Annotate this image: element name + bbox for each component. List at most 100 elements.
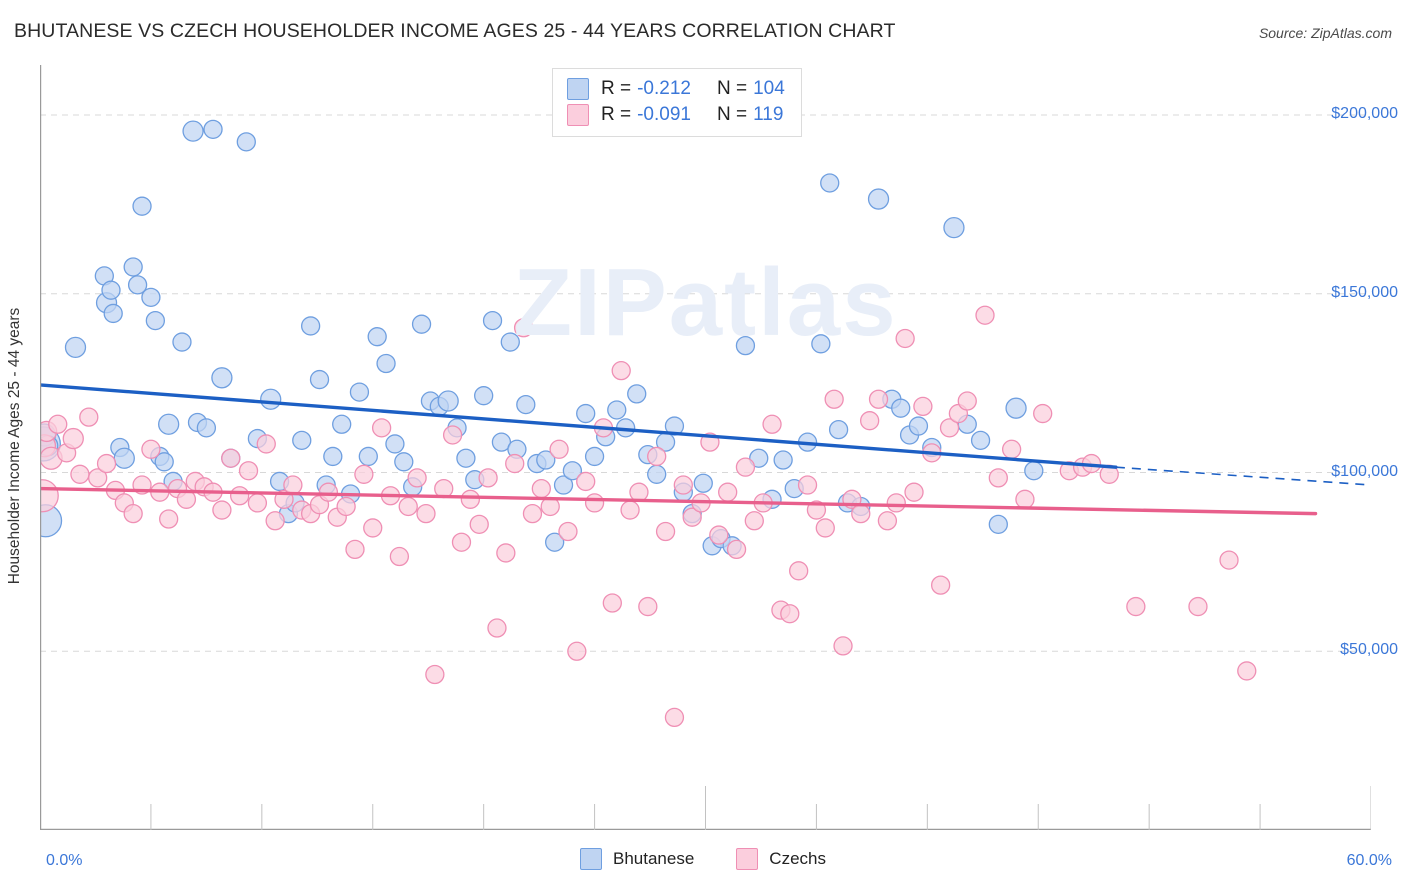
data-point[interactable] bbox=[478, 468, 498, 488]
data-point[interactable] bbox=[868, 389, 889, 409]
data-point[interactable] bbox=[975, 305, 995, 325]
data-point[interactable] bbox=[513, 318, 534, 338]
data-point[interactable] bbox=[385, 434, 405, 454]
data-point[interactable] bbox=[345, 539, 365, 560]
data-point[interactable] bbox=[88, 468, 108, 488]
data-point[interactable] bbox=[451, 532, 472, 552]
data-point[interactable] bbox=[1237, 661, 1257, 681]
data-point[interactable] bbox=[425, 664, 445, 685]
data-point[interactable] bbox=[576, 403, 596, 424]
data-point[interactable] bbox=[762, 414, 782, 434]
data-point[interactable] bbox=[196, 418, 217, 438]
data-point[interactable] bbox=[939, 418, 960, 438]
data-point[interactable] bbox=[256, 434, 276, 454]
data-point[interactable] bbox=[318, 482, 339, 502]
data-point[interactable] bbox=[407, 468, 427, 488]
data-point[interactable] bbox=[673, 475, 693, 495]
data-point[interactable] bbox=[820, 173, 840, 193]
data-point[interactable] bbox=[349, 382, 370, 402]
data-point[interactable] bbox=[474, 386, 494, 406]
legend-item-bhutanese[interactable]: Bhutanese bbox=[580, 848, 694, 870]
data-point[interactable] bbox=[300, 316, 321, 336]
data-point[interactable] bbox=[363, 518, 383, 538]
data-point[interactable] bbox=[1188, 596, 1208, 617]
data-point[interactable] bbox=[913, 396, 933, 417]
data-point[interactable] bbox=[358, 446, 378, 467]
data-point[interactable] bbox=[96, 453, 117, 474]
data-point[interactable] bbox=[437, 390, 459, 412]
data-point[interactable] bbox=[159, 509, 179, 529]
data-point[interactable] bbox=[709, 525, 729, 545]
data-point[interactable] bbox=[988, 514, 1008, 535]
data-point[interactable] bbox=[371, 418, 392, 438]
data-point[interactable] bbox=[611, 360, 631, 381]
data-point[interactable] bbox=[860, 411, 880, 431]
data-point[interactable] bbox=[620, 500, 640, 520]
data-point[interactable] bbox=[655, 521, 676, 542]
data-point[interactable] bbox=[132, 196, 152, 216]
data-point[interactable] bbox=[988, 468, 1008, 488]
data-point[interactable] bbox=[141, 287, 161, 308]
data-point[interactable] bbox=[682, 507, 702, 527]
data-point[interactable] bbox=[221, 448, 241, 468]
data-point[interactable] bbox=[749, 448, 769, 468]
data-point[interactable] bbox=[664, 707, 685, 728]
data-point[interactable] bbox=[516, 394, 536, 415]
data-point[interactable] bbox=[545, 532, 565, 552]
data-point[interactable] bbox=[460, 489, 481, 509]
data-point[interactable] bbox=[584, 493, 605, 513]
data-point[interactable] bbox=[367, 327, 387, 347]
data-point[interactable] bbox=[172, 332, 192, 352]
data-point[interactable] bbox=[558, 521, 578, 542]
data-point[interactable] bbox=[789, 561, 809, 581]
data-point[interactable] bbox=[411, 314, 432, 334]
data-point[interactable] bbox=[487, 618, 507, 638]
data-point[interactable] bbox=[904, 482, 924, 502]
data-point[interactable] bbox=[123, 503, 143, 524]
data-point[interactable] bbox=[101, 280, 121, 300]
data-point[interactable] bbox=[970, 430, 991, 451]
data-point[interactable] bbox=[103, 303, 123, 324]
data-point[interactable] bbox=[236, 132, 256, 152]
data-point[interactable] bbox=[283, 475, 303, 495]
data-point[interactable] bbox=[531, 478, 551, 499]
data-point[interactable] bbox=[154, 452, 174, 472]
data-point[interactable] bbox=[482, 310, 503, 331]
data-point[interactable] bbox=[332, 414, 352, 434]
data-point[interactable] bbox=[265, 511, 285, 531]
data-point[interactable] bbox=[182, 120, 204, 142]
data-point[interactable] bbox=[505, 453, 525, 474]
data-point[interactable] bbox=[292, 430, 312, 451]
data-point[interactable] bbox=[877, 511, 898, 531]
data-point[interactable] bbox=[602, 593, 622, 613]
data-point[interactable] bbox=[229, 486, 250, 506]
data-point[interactable] bbox=[824, 389, 844, 409]
data-point[interactable] bbox=[567, 641, 587, 661]
data-point[interactable] bbox=[145, 310, 166, 331]
data-point[interactable] bbox=[158, 413, 180, 435]
data-point[interactable] bbox=[247, 493, 268, 513]
data-point[interactable] bbox=[773, 450, 793, 470]
data-point[interactable] bbox=[469, 514, 489, 535]
data-point[interactable] bbox=[1024, 461, 1044, 481]
data-point[interactable] bbox=[1219, 550, 1239, 570]
data-point[interactable] bbox=[389, 546, 410, 567]
data-point[interactable] bbox=[957, 391, 977, 411]
data-point[interactable] bbox=[123, 257, 143, 277]
data-point[interactable] bbox=[562, 461, 583, 481]
data-point[interactable] bbox=[908, 416, 929, 436]
data-point[interactable] bbox=[113, 447, 135, 469]
data-point[interactable] bbox=[416, 503, 436, 524]
data-point[interactable] bbox=[797, 475, 818, 495]
data-point[interactable] bbox=[607, 400, 627, 420]
data-point[interactable] bbox=[323, 446, 343, 467]
data-point[interactable] bbox=[815, 518, 835, 538]
data-point[interactable] bbox=[811, 334, 831, 354]
data-point[interactable] bbox=[238, 461, 259, 481]
data-point[interactable] bbox=[376, 353, 396, 374]
data-point[interactable] bbox=[260, 388, 282, 410]
data-point[interactable] bbox=[833, 636, 853, 656]
data-point[interactable] bbox=[735, 335, 756, 356]
data-point[interactable] bbox=[203, 119, 223, 139]
data-point[interactable] bbox=[726, 539, 747, 560]
